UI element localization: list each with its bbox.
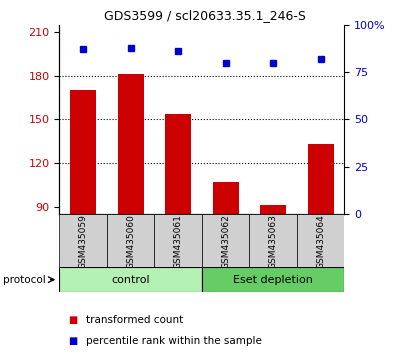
Text: GSM435060: GSM435060 [126,214,135,269]
Bar [70,90,96,214]
Text: percentile rank within the sample: percentile rank within the sample [86,336,261,346]
Bar [117,74,144,214]
Text: ■: ■ [67,336,77,346]
Text: GDS3599 / scl20633.35.1_246-S: GDS3599 / scl20633.35.1_246-S [104,9,305,22]
Text: control: control [111,275,150,285]
Text: Eset depletion: Eset depletion [233,275,312,285]
Bar [307,144,333,214]
Bar [59,267,201,292]
Bar [154,214,201,267]
Bar [201,267,344,292]
Text: ■: ■ [67,315,77,325]
Text: GSM435062: GSM435062 [220,215,229,269]
Bar [249,214,296,267]
Bar [296,214,344,267]
Bar [259,205,285,214]
Bar [212,182,238,214]
Text: GSM435061: GSM435061 [173,214,182,269]
Text: protocol: protocol [3,275,46,285]
Text: GSM435063: GSM435063 [268,214,277,269]
Text: GSM435064: GSM435064 [315,215,324,269]
Bar [107,214,154,267]
Bar [59,214,107,267]
Bar [201,214,249,267]
Bar [165,114,191,214]
Text: transformed count: transformed count [86,315,183,325]
Text: GSM435059: GSM435059 [79,214,88,269]
